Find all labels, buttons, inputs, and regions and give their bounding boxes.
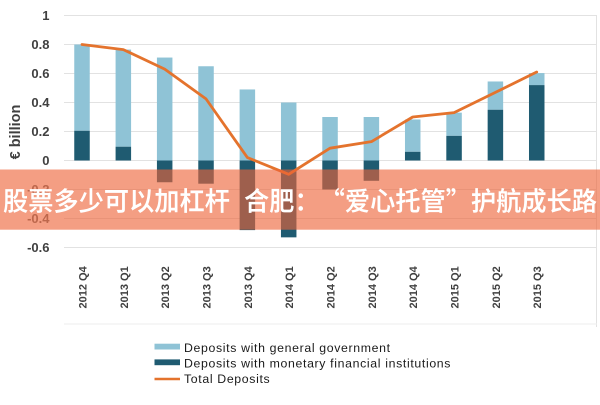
svg-text:2012 Q4: 2012 Q4 [78, 265, 90, 308]
svg-text:2014 Q2: 2014 Q2 [326, 266, 338, 308]
svg-text:2013 Q3: 2013 Q3 [202, 266, 214, 308]
svg-text:0.4: 0.4 [31, 95, 50, 110]
svg-text:€ billion: € billion [8, 105, 24, 160]
svg-text:2013 Q1: 2013 Q1 [119, 266, 131, 308]
svg-text:0.2: 0.2 [31, 124, 49, 139]
svg-text:2014 Q1: 2014 Q1 [284, 266, 296, 308]
svg-text:Deposits with general governme: Deposits with general government [184, 341, 391, 355]
svg-text:1: 1 [42, 8, 49, 23]
svg-text:Total Deposits: Total Deposits [184, 372, 270, 386]
svg-text:0.8: 0.8 [31, 37, 49, 52]
svg-text:2014 Q3: 2014 Q3 [367, 266, 379, 308]
svg-text:2015 Q2: 2015 Q2 [491, 266, 503, 308]
svg-text:2013 Q2: 2013 Q2 [160, 266, 172, 308]
svg-text:2015 Q3: 2015 Q3 [532, 266, 544, 308]
svg-text:Deposits with monetary financi: Deposits with monetary financial institu… [184, 357, 451, 371]
svg-text:-0.6: -0.6 [27, 240, 49, 255]
svg-text:2014 Q4: 2014 Q4 [408, 265, 420, 308]
svg-text:2013 Q4: 2013 Q4 [243, 265, 255, 308]
svg-text:0: 0 [42, 153, 49, 168]
svg-text:2015 Q1: 2015 Q1 [450, 266, 462, 308]
svg-text:0.6: 0.6 [31, 66, 49, 81]
